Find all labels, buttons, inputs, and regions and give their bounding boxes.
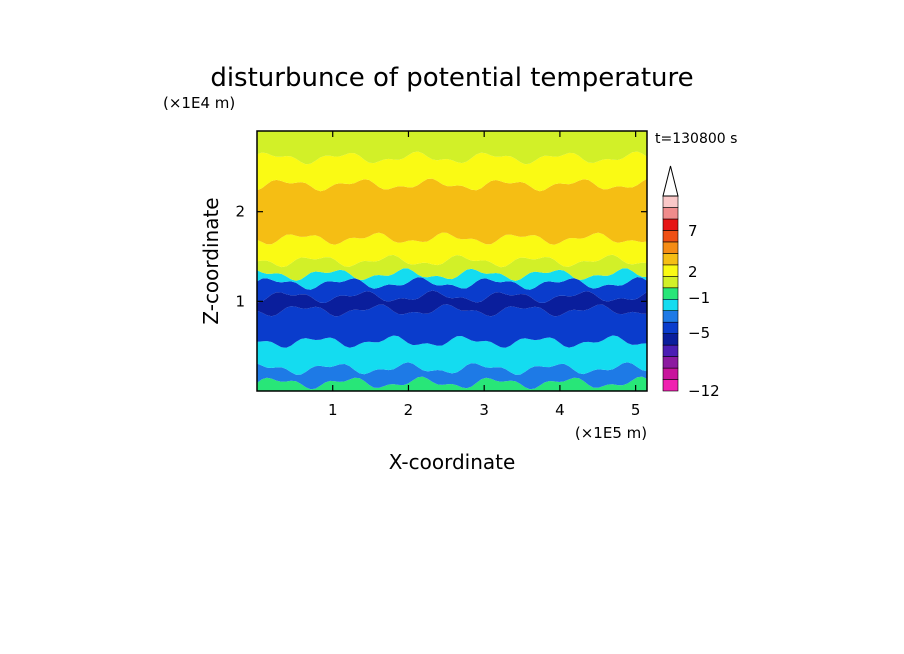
x-axis: 1 2 3 4 5 xyxy=(328,131,640,419)
x-tick-label: 4 xyxy=(555,401,565,419)
colorbar-swatch xyxy=(662,195,679,208)
colorbar-swatch xyxy=(662,356,679,369)
colorbar-swatch xyxy=(662,344,679,357)
contour-layer xyxy=(257,304,647,348)
contour-layer xyxy=(257,335,647,375)
y-axis-label: Z-coordinate xyxy=(199,197,223,324)
y-tick-label: 2 xyxy=(235,203,245,221)
x-tick-label: 2 xyxy=(404,401,414,419)
contour-field xyxy=(257,131,647,391)
x-axis-label: X-coordinate xyxy=(389,450,516,474)
x-unit-label: (×1E5 m) xyxy=(575,424,647,442)
time-label: t=130800 s xyxy=(655,131,737,147)
contour-layer xyxy=(257,290,647,317)
colorbar-swatch xyxy=(662,275,679,289)
colorbar-swatch xyxy=(662,333,679,346)
contour-layer xyxy=(257,178,647,245)
plot-frame xyxy=(256,130,648,392)
colorbar-swatch xyxy=(662,379,679,392)
colorbar-extend-arrow xyxy=(662,165,679,197)
contour-layer xyxy=(257,268,647,290)
y-unit-label: (×1E4 m) xyxy=(163,94,235,112)
y-axis: 12 xyxy=(235,203,647,310)
x-tick-label: 3 xyxy=(479,401,489,419)
contour-layer xyxy=(257,232,647,268)
colorbar-tick-label: 2 xyxy=(688,263,698,281)
colorbar-swatch xyxy=(662,310,679,323)
colorbar-swatch xyxy=(662,241,679,254)
colorbar-swatch xyxy=(662,218,679,231)
colorbar-swatch xyxy=(662,298,679,312)
contour-layer xyxy=(257,362,647,390)
colorbar-swatch xyxy=(662,287,679,300)
chart-title: disturbunce of potential temperature xyxy=(210,63,693,93)
colorbar-tick-label: 7 xyxy=(688,222,698,240)
colorbar-tick-label: −12 xyxy=(688,382,720,400)
colorbar-swatch xyxy=(662,253,679,266)
x-tick-label: 1 xyxy=(328,401,338,419)
colorbar-swatch xyxy=(662,264,679,277)
colorbar-swatch xyxy=(662,321,679,335)
y-tick-label: 1 xyxy=(235,292,245,310)
colorbar-tick-label: −5 xyxy=(688,324,710,342)
colorbar-tick-label: −1 xyxy=(688,289,710,307)
colorbar-swatch xyxy=(662,230,679,243)
x-tick-label: 5 xyxy=(631,401,641,419)
contour-layer xyxy=(257,151,647,192)
colorbar-swatch xyxy=(662,207,679,220)
contour-layer xyxy=(257,376,647,391)
contour-layer xyxy=(257,131,647,165)
contour-layer xyxy=(257,277,647,303)
colorbar: 7 2 −1 −5 −12 xyxy=(662,165,720,400)
colorbar-swatch xyxy=(662,367,679,380)
contour-layer xyxy=(257,254,647,281)
